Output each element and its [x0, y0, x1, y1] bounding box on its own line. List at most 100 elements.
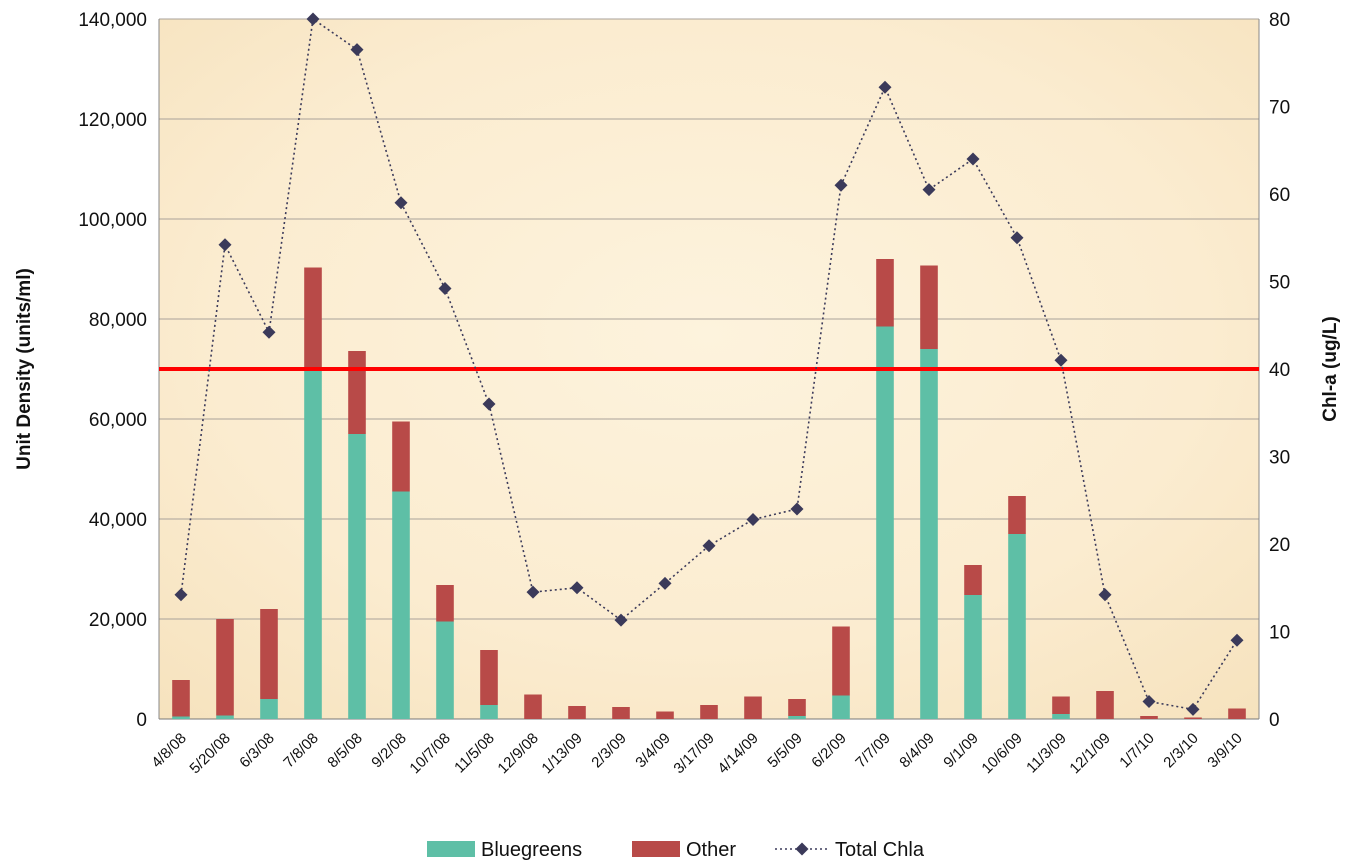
- y2-tick-label: 10: [1269, 623, 1290, 644]
- y2-tick-label: 0: [1269, 710, 1280, 731]
- bar-other: [1228, 708, 1246, 719]
- x-tick-label: 6/2/09: [808, 730, 850, 772]
- x-tick-label: 2/3/09: [588, 730, 630, 772]
- x-tick-label: 9/1/09: [940, 730, 982, 772]
- chla-point: [878, 80, 892, 94]
- bar-bluegreens: [788, 716, 806, 719]
- x-tick-label: 4/8/08: [148, 730, 190, 772]
- bar-bluegreens: [216, 715, 234, 719]
- chla-point: [262, 325, 276, 339]
- chla-point: [174, 588, 188, 602]
- bar-other: [392, 421, 410, 492]
- x-tick-label: 8/5/08: [324, 730, 366, 772]
- x-tick-label: 1/13/09: [538, 730, 585, 777]
- x-tick-label: 4/14/09: [714, 730, 761, 777]
- bar-bluegreens: [832, 695, 850, 719]
- chla-line: [174, 12, 1244, 716]
- legend-swatch-other: [632, 841, 680, 857]
- legend-label-total-chla: Total Chla: [835, 839, 925, 861]
- bars: [172, 259, 1246, 719]
- bar-bluegreens: [348, 434, 366, 719]
- bar-other: [480, 650, 498, 705]
- y2-tick-label: 80: [1269, 10, 1290, 31]
- x-tick-label: 11/5/08: [451, 730, 498, 777]
- y2-tick-label: 20: [1269, 535, 1290, 556]
- chla-point: [790, 502, 804, 516]
- bar-bluegreens: [1052, 714, 1070, 719]
- bar-other: [1052, 696, 1070, 714]
- bar-bluegreens: [964, 595, 982, 719]
- chla-point: [394, 196, 408, 210]
- legend: Bluegreens Other Total Chla: [427, 839, 925, 861]
- bar-other: [832, 626, 850, 696]
- bar-other: [788, 699, 806, 716]
- chla-point: [306, 12, 320, 26]
- x-tick-label: 12/9/08: [494, 730, 541, 777]
- y-tick-label: 140,000: [78, 10, 147, 31]
- y-tick-label: 100,000: [78, 210, 147, 231]
- x-tick-label: 5/20/08: [186, 730, 233, 777]
- x-tick-label: 3/9/10: [1204, 730, 1246, 772]
- y-axis-ticks: 0 20,000 40,000 60,000 80,000 100,000 120,000 1…: [78, 10, 147, 731]
- chla-point: [218, 238, 232, 252]
- chla-point: [966, 152, 980, 166]
- chla-point: [1186, 702, 1200, 716]
- y2-tick-label: 40: [1269, 360, 1290, 381]
- bar-bluegreens: [436, 621, 454, 719]
- bar-other: [700, 705, 718, 719]
- legend-swatch-chla-marker: [795, 842, 809, 856]
- x-axis-ticks: 4/8/085/20/08 6/3/08 7/8/08 8/5/08 9/2/0810/…: [148, 730, 1246, 777]
- y2-axis-ticks: 0 10 20 30 40 50 60 70 80: [1269, 10, 1290, 731]
- bar-other: [436, 585, 454, 622]
- legend-label-bluegreens: Bluegreens: [481, 839, 582, 861]
- chla-point: [702, 539, 716, 553]
- bar-bluegreens: [304, 369, 322, 719]
- bar-other: [1140, 716, 1158, 719]
- bar-other: [920, 265, 938, 349]
- y-tick-label: 20,000: [89, 610, 147, 631]
- legend-label-other: Other: [686, 839, 736, 861]
- y-tick-label: 40,000: [89, 510, 147, 531]
- x-tick-label: 6/3/08: [236, 730, 278, 772]
- y2-axis-title: Chl-a (ug/L): [1320, 316, 1341, 422]
- bar-bluegreens: [392, 491, 410, 719]
- x-tick-label: 8/4/09: [896, 730, 938, 772]
- chla-point: [1098, 588, 1112, 602]
- x-tick-label: 3/4/09: [632, 730, 674, 772]
- bar-other: [348, 351, 366, 434]
- chla-point: [658, 576, 672, 590]
- chla-point: [834, 178, 848, 192]
- chla-point: [526, 585, 540, 599]
- chla-point: [1230, 633, 1244, 647]
- x-tick-label: 3/17/09: [670, 730, 717, 777]
- chla-point: [350, 43, 364, 57]
- bar-other: [1008, 496, 1026, 534]
- bar-other: [260, 609, 278, 699]
- x-tick-label: 9/2/08: [368, 730, 410, 772]
- y2-tick-label: 60: [1269, 185, 1290, 206]
- chla-point: [482, 397, 496, 411]
- y2-tick-label: 70: [1269, 98, 1290, 119]
- x-tick-label: 10/7/08: [406, 730, 453, 777]
- chla-point: [438, 282, 452, 295]
- bar-other: [876, 259, 894, 327]
- y-tick-label: 80,000: [89, 310, 147, 331]
- chla-point: [1142, 695, 1156, 708]
- bar-other: [744, 696, 762, 719]
- x-tick-label: 2/3/10: [1160, 730, 1202, 772]
- bar-other: [1184, 717, 1202, 719]
- bar-other: [304, 267, 322, 369]
- bar-other: [1096, 691, 1114, 719]
- bar-bluegreens: [480, 705, 498, 719]
- bar-bluegreens: [920, 349, 938, 719]
- x-tick-label: 5/5/09: [764, 730, 806, 772]
- bar-bluegreens: [876, 326, 894, 719]
- bar-other: [964, 565, 982, 595]
- y-tick-label: 120,000: [78, 110, 147, 131]
- x-tick-label: 7/8/08: [280, 730, 322, 772]
- bar-other: [656, 711, 674, 719]
- chla-point: [746, 513, 760, 526]
- chla-point: [922, 183, 936, 197]
- chla-point: [614, 613, 628, 627]
